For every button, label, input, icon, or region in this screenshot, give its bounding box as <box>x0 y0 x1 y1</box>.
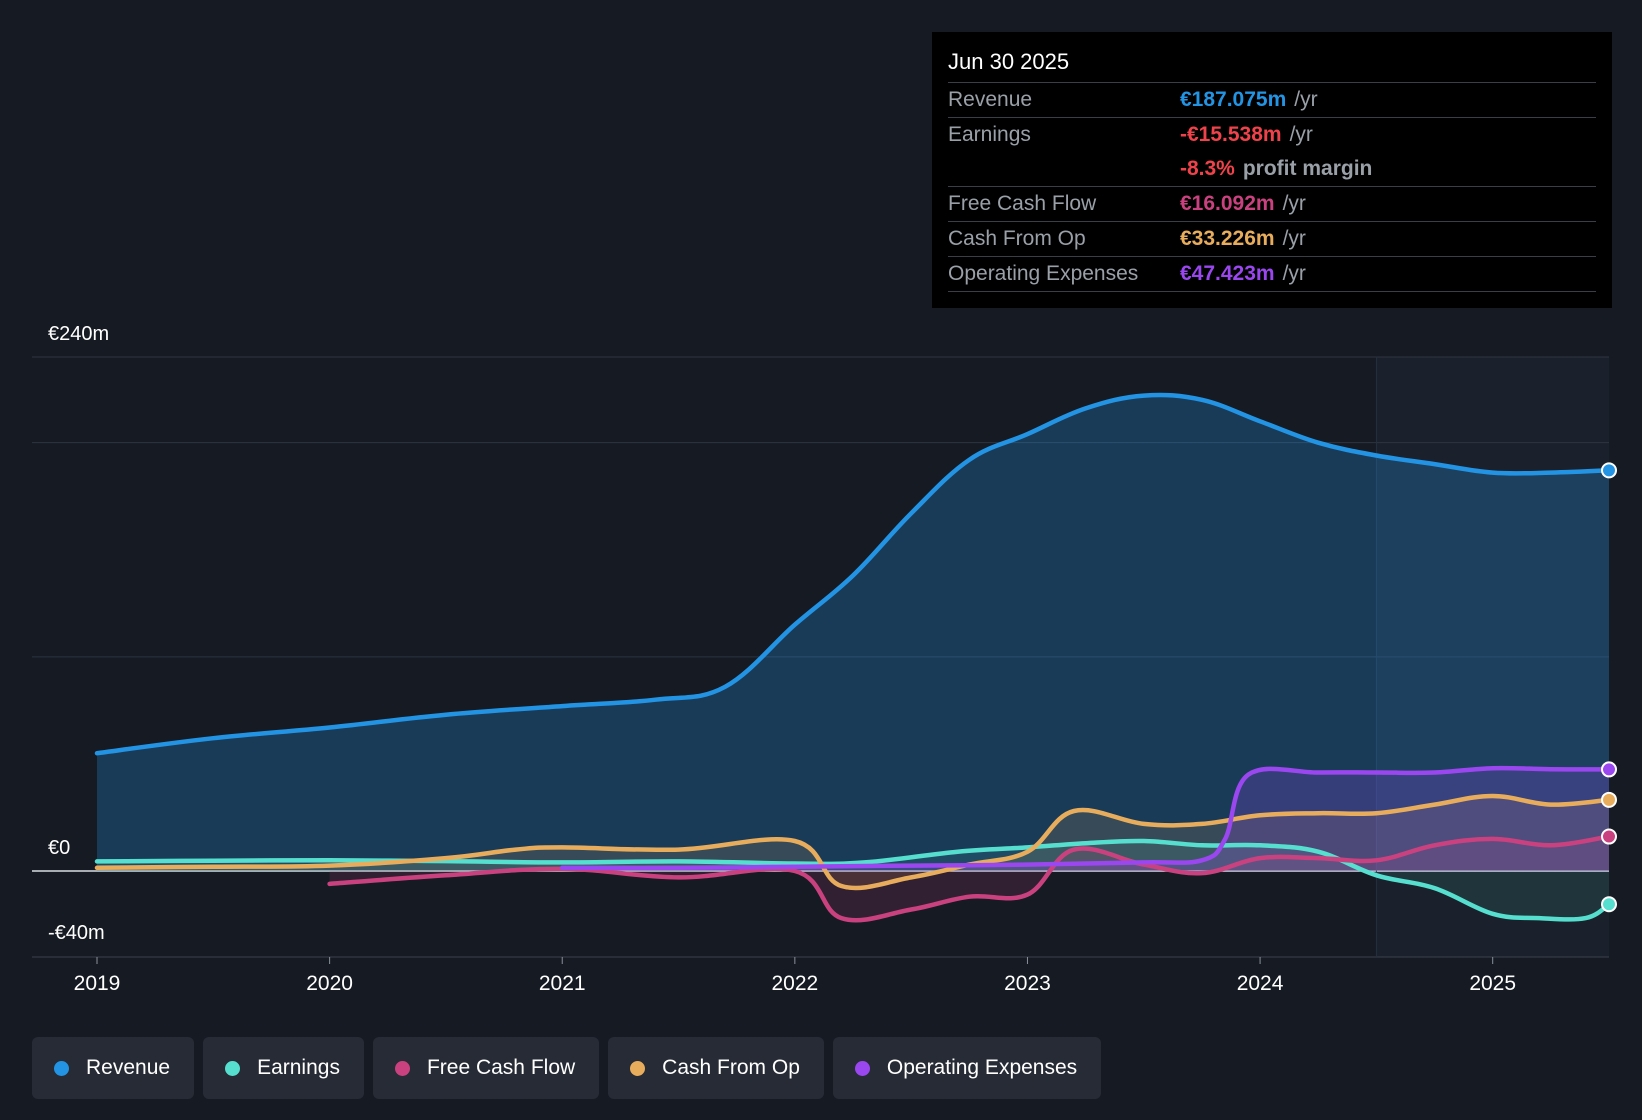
tooltip-cfo-label: Cash From Op <box>948 227 1086 250</box>
legend-label: Earnings <box>257 1056 340 1079</box>
area-earnings <box>97 840 1609 920</box>
series-line-fcf <box>327 834 1612 923</box>
end-point-cfo <box>1601 791 1617 808</box>
end-point-opex <box>1601 761 1617 778</box>
legend: Revenue Earnings Free Cash Flow Cash Fro… <box>32 1037 1110 1099</box>
legend-item-earnings[interactable]: Earnings <box>203 1037 364 1099</box>
tooltip-margin-row: -8.3% profit margin <box>948 152 1596 187</box>
tooltip-cfo-row: Cash From Op €33.226m /yr <box>948 222 1596 257</box>
tooltip-earnings-unit: /yr <box>1289 123 1313 146</box>
legend-label: Operating Expenses <box>886 1056 1078 1079</box>
tooltip-revenue-unit: /yr <box>1294 88 1318 111</box>
legend-label: Revenue <box>86 1056 171 1079</box>
series-line-cfo <box>94 793 1612 891</box>
tooltip-revenue-row: Revenue €187.075m /yr <box>948 83 1596 118</box>
tooltip-earnings-value: -€15.538m <box>1180 123 1282 146</box>
legend-dot-icon <box>394 1060 410 1076</box>
legend-label: Free Cash Flow <box>426 1056 576 1079</box>
tooltip-opex-row: Operating Expenses €47.423m /yr <box>948 257 1596 292</box>
legend-label: Cash From Op <box>662 1056 800 1079</box>
tooltip: Jun 30 2025 Revenue €187.075m /yr Earnin… <box>932 32 1612 308</box>
tooltip-fcf-value: €16.092m <box>1180 192 1275 215</box>
x-tick-label: 2021 <box>539 972 586 995</box>
tooltip-cfo-unit: /yr <box>1282 227 1306 250</box>
x-tick-label: 2022 <box>771 972 818 995</box>
end-point-earnings <box>1601 896 1617 913</box>
tooltip-fcf-unit: /yr <box>1282 192 1306 215</box>
series-line-opex <box>559 765 1612 871</box>
legend-item-revenue[interactable]: Revenue <box>32 1037 195 1099</box>
tooltip-earnings-row: Earnings -€15.538m /yr <box>948 118 1596 152</box>
legend-item-cash-from-op[interactable]: Cash From Op <box>608 1037 824 1099</box>
tooltip-revenue-label: Revenue <box>948 88 1033 111</box>
y-label-bottom: -€40m <box>48 922 105 944</box>
tooltip-opex-unit: /yr <box>1282 262 1306 285</box>
legend-dot-icon <box>854 1060 870 1076</box>
x-tick-label: 2024 <box>1237 972 1284 995</box>
legend-item-operating-expenses[interactable]: Operating Expenses <box>832 1037 1102 1099</box>
tooltip-date: Jun 30 2025 <box>948 46 1596 83</box>
legend-dot-icon <box>630 1060 646 1076</box>
tooltip-fcf-label: Free Cash Flow <box>948 192 1097 215</box>
legend-dot-icon <box>54 1060 69 1076</box>
end-point-revenue <box>1601 462 1617 479</box>
tooltip-cfo-value: €33.226m <box>1180 227 1275 250</box>
y-label-top: €240m <box>48 323 109 345</box>
x-tick-label: 2020 <box>306 972 353 995</box>
x-tick-label: 2019 <box>74 972 121 995</box>
y-label-zero: €0 <box>48 837 70 859</box>
tooltip-revenue-value: €187.075m <box>1180 88 1287 111</box>
end-point-fcf <box>1601 828 1617 845</box>
x-tick-label: 2025 <box>1469 972 1516 995</box>
legend-dot-icon <box>225 1060 241 1076</box>
tooltip-margin-value: -8.3% <box>1180 157 1235 180</box>
area-revenue <box>97 394 1609 871</box>
x-tick-label: 2023 <box>1004 972 1051 995</box>
tooltip-opex-value: €47.423m <box>1180 262 1275 285</box>
series-line-revenue <box>94 392 1612 756</box>
tooltip-fcf-row: Free Cash Flow €16.092m /yr <box>948 187 1596 222</box>
area-opex <box>562 768 1610 871</box>
legend-item-free-cash-flow[interactable]: Free Cash Flow <box>372 1037 600 1099</box>
tooltip-opex-label: Operating Expenses <box>948 262 1139 285</box>
tooltip-margin-unit: profit margin <box>1242 157 1373 180</box>
tooltip-earnings-label: Earnings <box>948 123 1031 146</box>
